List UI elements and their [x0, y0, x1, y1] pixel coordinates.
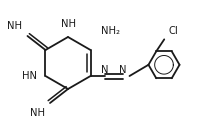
- Text: Cl: Cl: [167, 26, 177, 36]
- Text: NH₂: NH₂: [100, 26, 119, 36]
- Text: NH: NH: [61, 19, 76, 29]
- Text: HN: HN: [22, 71, 37, 81]
- Text: N: N: [100, 65, 108, 75]
- Text: NH: NH: [30, 108, 45, 118]
- Text: NH: NH: [8, 21, 22, 31]
- Text: N: N: [118, 65, 126, 75]
